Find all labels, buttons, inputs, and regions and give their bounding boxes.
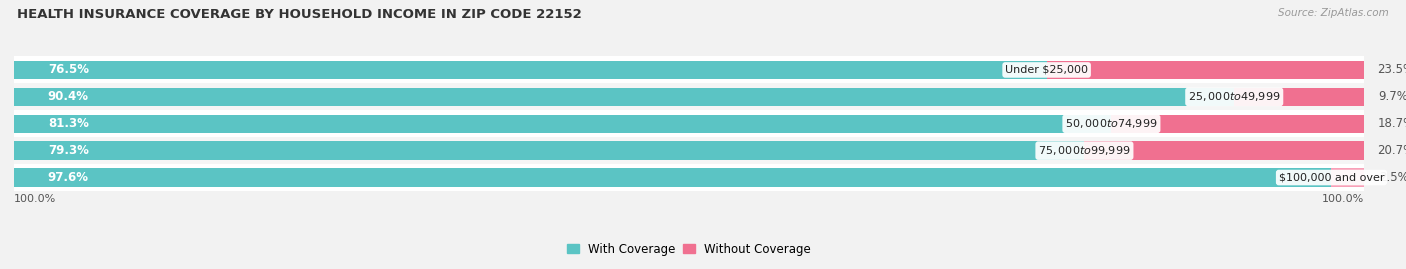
Bar: [14, 164, 1364, 191]
Bar: [14, 137, 1364, 164]
Text: 18.7%: 18.7%: [1378, 117, 1406, 130]
Text: 79.3%: 79.3%: [48, 144, 89, 157]
Text: $25,000 to $49,999: $25,000 to $49,999: [1188, 90, 1281, 103]
Bar: [1046, 61, 1364, 79]
Text: $50,000 to $74,999: $50,000 to $74,999: [1066, 117, 1157, 130]
Bar: [14, 115, 1111, 133]
Bar: [14, 83, 1364, 110]
Bar: [1234, 88, 1365, 106]
Text: 2.5%: 2.5%: [1379, 171, 1406, 184]
Text: 90.4%: 90.4%: [48, 90, 89, 103]
Bar: [14, 56, 1364, 83]
Text: 23.5%: 23.5%: [1378, 63, 1406, 76]
Bar: [14, 88, 1234, 106]
Text: 20.7%: 20.7%: [1378, 144, 1406, 157]
Bar: [14, 141, 1084, 160]
Bar: [14, 61, 1046, 79]
Bar: [1331, 168, 1365, 187]
Text: $100,000 and over: $100,000 and over: [1278, 172, 1384, 183]
Bar: [1111, 115, 1364, 133]
Text: Source: ZipAtlas.com: Source: ZipAtlas.com: [1278, 8, 1389, 18]
Text: 76.5%: 76.5%: [48, 63, 89, 76]
Bar: [14, 168, 1331, 187]
Legend: With Coverage, Without Coverage: With Coverage, Without Coverage: [562, 238, 815, 260]
Bar: [1084, 141, 1364, 160]
Text: 97.6%: 97.6%: [48, 171, 89, 184]
Text: Under $25,000: Under $25,000: [1005, 65, 1088, 75]
Text: $75,000 to $99,999: $75,000 to $99,999: [1038, 144, 1130, 157]
Text: HEALTH INSURANCE COVERAGE BY HOUSEHOLD INCOME IN ZIP CODE 22152: HEALTH INSURANCE COVERAGE BY HOUSEHOLD I…: [17, 8, 582, 21]
Text: 81.3%: 81.3%: [48, 117, 89, 130]
Bar: [14, 110, 1364, 137]
Text: 100.0%: 100.0%: [1322, 194, 1364, 204]
Text: 9.7%: 9.7%: [1379, 90, 1406, 103]
Text: 100.0%: 100.0%: [14, 194, 56, 204]
